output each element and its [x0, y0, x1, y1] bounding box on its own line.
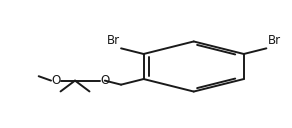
Text: O: O [52, 74, 61, 87]
Text: Br: Br [107, 34, 120, 47]
Text: O: O [100, 74, 110, 87]
Text: Br: Br [268, 34, 281, 47]
